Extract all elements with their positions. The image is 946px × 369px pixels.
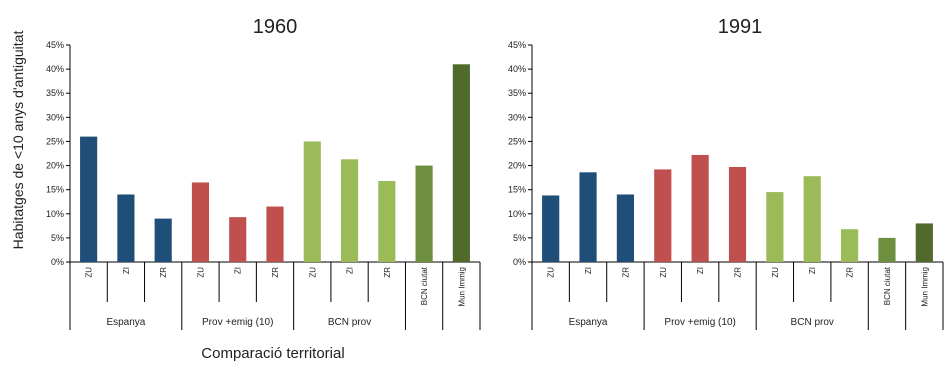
bar xyxy=(340,159,359,262)
bar xyxy=(378,180,396,262)
bar xyxy=(229,217,247,262)
x-category-label: ZI xyxy=(808,267,817,274)
y-tick-label: 0% xyxy=(51,257,64,267)
bar xyxy=(154,218,172,262)
chart-panel-1991: 1991 0% 5% 10% 15% 20% 25% 30% 35% 40% 45% ZU ZI ZR ZU… xyxy=(508,16,944,330)
y-tick-label: 5% xyxy=(513,233,526,243)
x-category-label: ZU xyxy=(85,267,94,278)
chart-title: 1960 xyxy=(253,16,298,38)
y-tick-label: 15% xyxy=(46,185,64,195)
bar xyxy=(415,165,433,262)
bar xyxy=(452,64,470,263)
bar xyxy=(616,194,635,262)
bar xyxy=(579,172,597,262)
x-category-label: BCN ciutat xyxy=(883,266,892,305)
bar xyxy=(691,154,709,262)
x-category-label: ZU xyxy=(196,267,205,278)
y-tick-label: 25% xyxy=(46,136,64,146)
y-tick-label: 0% xyxy=(513,257,526,267)
bar xyxy=(80,136,98,262)
x-category-label: Mun Immig xyxy=(920,267,929,307)
chart-panel-1960: 1960 0% 5% 10% 15% 20% 25% 30% 35% 40% 45% ZU ZI ZR ZU… xyxy=(46,16,481,330)
group-label: Prov +emig (10) xyxy=(202,317,273,328)
y-tick-label: 25% xyxy=(508,136,526,146)
x-category-label: ZI xyxy=(234,267,243,274)
bar xyxy=(840,229,859,262)
group-label: BCN prov xyxy=(328,317,371,328)
group-label: BCN prov xyxy=(791,317,834,328)
x-category-label: BCN ciutat xyxy=(420,266,429,305)
x-category-label: Mun Immig xyxy=(457,267,466,307)
x-category-label: ZR xyxy=(271,267,280,278)
bar xyxy=(728,167,747,262)
x-category-label: ZR xyxy=(734,267,743,278)
bar xyxy=(803,176,821,262)
bar xyxy=(542,195,560,262)
bar xyxy=(878,237,896,262)
x-category-label: ZU xyxy=(659,267,668,278)
bar xyxy=(117,194,135,262)
group-label: Espanya xyxy=(106,317,145,328)
x-category-label: ZU xyxy=(308,267,317,278)
chart-title: 1991 xyxy=(718,16,763,38)
y-tick-label: 10% xyxy=(46,209,64,219)
bar xyxy=(654,169,672,262)
x-category-label: ZU xyxy=(771,267,780,278)
x-category-label: ZU xyxy=(547,267,556,278)
bar xyxy=(303,141,321,262)
group-label: Espanya xyxy=(569,317,608,328)
x-category-label: ZI xyxy=(696,267,705,274)
y-tick-label: 35% xyxy=(46,88,64,98)
y-tick-label: 5% xyxy=(51,233,64,243)
bar xyxy=(766,192,784,262)
bar xyxy=(266,206,284,262)
y-axis-label: Habitatges de <10 anys d'antiguitat xyxy=(10,31,26,250)
y-tick-label: 30% xyxy=(46,112,64,122)
bar xyxy=(915,223,933,262)
y-tick-label: 20% xyxy=(46,161,64,171)
y-tick-label: 30% xyxy=(508,112,526,122)
group-label: Prov +emig (10) xyxy=(664,317,735,328)
x-category-label: ZR xyxy=(383,267,392,278)
y-tick-label: 20% xyxy=(508,161,526,171)
y-tick-label: 40% xyxy=(508,64,526,74)
y-tick-label: 45% xyxy=(46,40,64,50)
x-category-label: ZR xyxy=(159,267,168,278)
y-tick-label: 40% xyxy=(46,64,64,74)
bar xyxy=(191,182,210,262)
x-category-label: ZR xyxy=(846,267,855,278)
y-tick-label: 35% xyxy=(508,88,526,98)
y-tick-label: 45% xyxy=(508,40,526,50)
x-category-label: ZI xyxy=(122,267,131,274)
y-tick-label: 15% xyxy=(508,185,526,195)
x-category-label: ZI xyxy=(346,267,355,274)
y-tick-label: 10% xyxy=(508,209,526,219)
x-category-label: ZR xyxy=(621,267,630,278)
x-axis-label: Comparació territorial xyxy=(201,345,344,362)
x-category-label: ZI xyxy=(584,267,593,274)
